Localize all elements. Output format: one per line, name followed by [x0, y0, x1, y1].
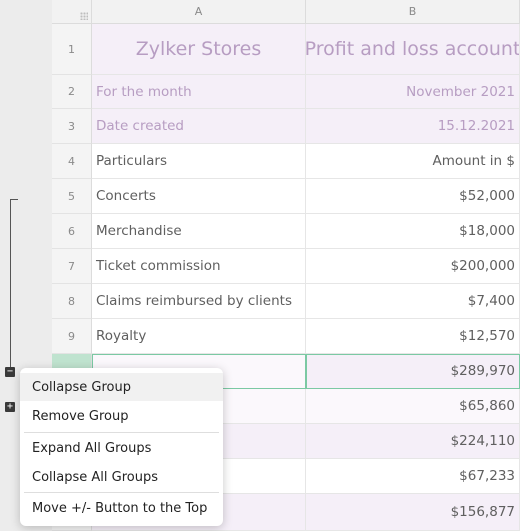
cell-b13[interactable]: $67,233 [306, 459, 520, 494]
column-header-a[interactable]: A [92, 0, 306, 24]
row-header[interactable]: 4 [52, 144, 92, 179]
sheet-row: 5 Concerts $52,000 [52, 179, 520, 214]
menu-item-collapse-group[interactable]: Collapse Group [20, 373, 223, 401]
menu-item-expand-all-groups[interactable]: Expand All Groups [32, 440, 152, 456]
cell-b8[interactable]: $7,400 [306, 284, 520, 319]
sheet-row: 7 Ticket commission $200,000 [52, 249, 520, 284]
cell-b11[interactable]: $65,860 [306, 389, 520, 424]
menu-item-move-button-to-top[interactable]: Move +/- Button to the Top [32, 500, 208, 516]
row-header[interactable]: 7 [52, 249, 92, 284]
cell-b12[interactable]: $224,110 [306, 424, 520, 459]
cell-b5[interactable]: $52,000 [306, 179, 520, 214]
sheet-row: 8 Claims reimbursed by clients $7,400 [52, 284, 520, 319]
sheet-row: 1 Zylker Stores Profit and loss account [52, 24, 520, 75]
row-header[interactable]: 2 [52, 75, 92, 109]
cell-b9[interactable]: $12,570 [306, 319, 520, 354]
cell-a1[interactable]: Zylker Stores [92, 24, 306, 75]
sheet-row: 3 Date created 15.12.2021 [52, 109, 520, 144]
row-header[interactable]: 9 [52, 319, 92, 354]
row-header[interactable]: 5 [52, 179, 92, 214]
group-context-menu: Collapse Group Remove Group Expand All G… [20, 368, 223, 526]
cell-b14[interactable]: $156,877 [306, 494, 520, 531]
cell-a4[interactable]: Particulars [92, 144, 306, 179]
cell-b10[interactable]: $289,970 [306, 354, 520, 389]
cell-a7[interactable]: Ticket commission [92, 249, 306, 284]
expand-group-button[interactable]: + [5, 401, 15, 412]
cell-b3[interactable]: 15.12.2021 [306, 109, 520, 144]
row-header[interactable]: 8 [52, 284, 92, 319]
sheet-row: 2 For the month November 2021 [52, 75, 520, 109]
resize-grip-icon [80, 12, 88, 20]
cell-a8[interactable]: Claims reimbursed by clients [92, 284, 306, 319]
row-header[interactable]: 1 [52, 24, 92, 75]
cell-b1[interactable]: Profit and loss account [306, 24, 520, 75]
select-all-corner[interactable] [52, 0, 92, 24]
cell-a5[interactable]: Concerts [92, 179, 306, 214]
sheet-row: 9 Royalty $12,570 [52, 319, 520, 354]
menu-item-collapse-all-groups[interactable]: Collapse All Groups [32, 469, 158, 485]
group-bracket [10, 199, 18, 367]
collapse-group-button[interactable]: − [5, 366, 15, 377]
cell-a2[interactable]: For the month [92, 75, 306, 109]
menu-separator [24, 492, 219, 493]
cell-b4[interactable]: Amount in $ [306, 144, 520, 179]
sheet-row: 4 Particulars Amount in $ [52, 144, 520, 179]
cell-b7[interactable]: $200,000 [306, 249, 520, 284]
cell-a6[interactable]: Merchandise [92, 214, 306, 249]
cell-a3[interactable]: Date created [92, 109, 306, 144]
sheet-row: 6 Merchandise $18,000 [52, 214, 520, 249]
column-header-b[interactable]: B [306, 0, 520, 24]
cell-a9[interactable]: Royalty [92, 319, 306, 354]
row-header[interactable]: 6 [52, 214, 92, 249]
cell-b6[interactable]: $18,000 [306, 214, 520, 249]
menu-item-remove-group[interactable]: Remove Group [32, 408, 129, 424]
menu-separator [24, 432, 219, 433]
cell-b2[interactable]: November 2021 [306, 75, 520, 109]
row-header[interactable]: 3 [52, 109, 92, 144]
